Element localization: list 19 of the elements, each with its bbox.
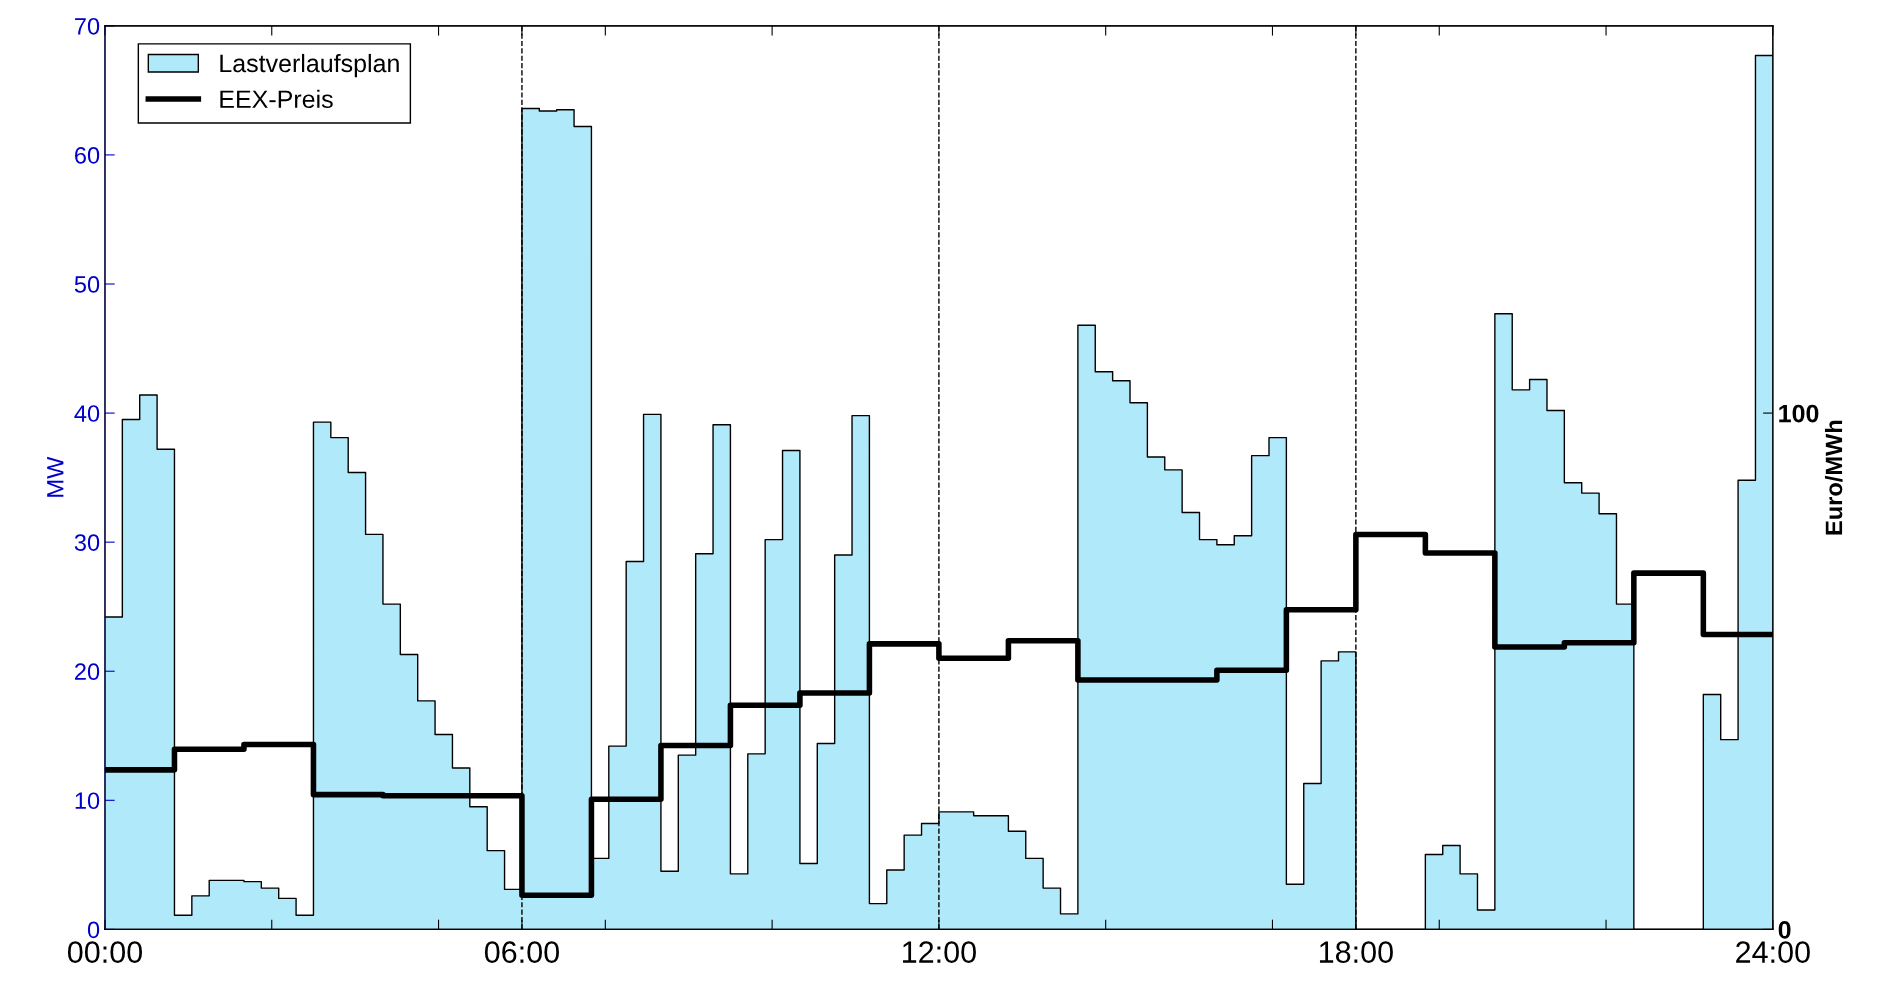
y-tick-label: 60 <box>75 146 100 164</box>
y2-tick-label: 100 <box>1779 404 1819 423</box>
y2-tick-label: 0 <box>1778 920 1791 939</box>
legend-label: EEX-Preis <box>220 89 333 109</box>
y-tick-label: 0 <box>87 921 100 939</box>
x-tick-label: 06:00 <box>484 941 559 963</box>
y-tick-label: 40 <box>74 405 100 422</box>
y-tick-label: 10 <box>75 792 100 810</box>
y2-axis-title: Euro/MWh <box>1824 420 1843 535</box>
y-tick-label: 30 <box>74 534 100 551</box>
y-tick-label: 50 <box>74 276 100 293</box>
y-tick-label: 20 <box>75 663 100 681</box>
x-tick-label: 24:00 <box>1736 941 1810 963</box>
y-axis-title: MW <box>47 456 64 497</box>
x-tick-label: 18:00 <box>1319 941 1393 963</box>
x-tick-label: 12:00 <box>903 941 976 963</box>
y-tick-label: 70 <box>75 17 100 35</box>
legend-label: Lastverlaufsplan <box>220 53 399 78</box>
x-tick-label: 00:00 <box>67 941 143 963</box>
